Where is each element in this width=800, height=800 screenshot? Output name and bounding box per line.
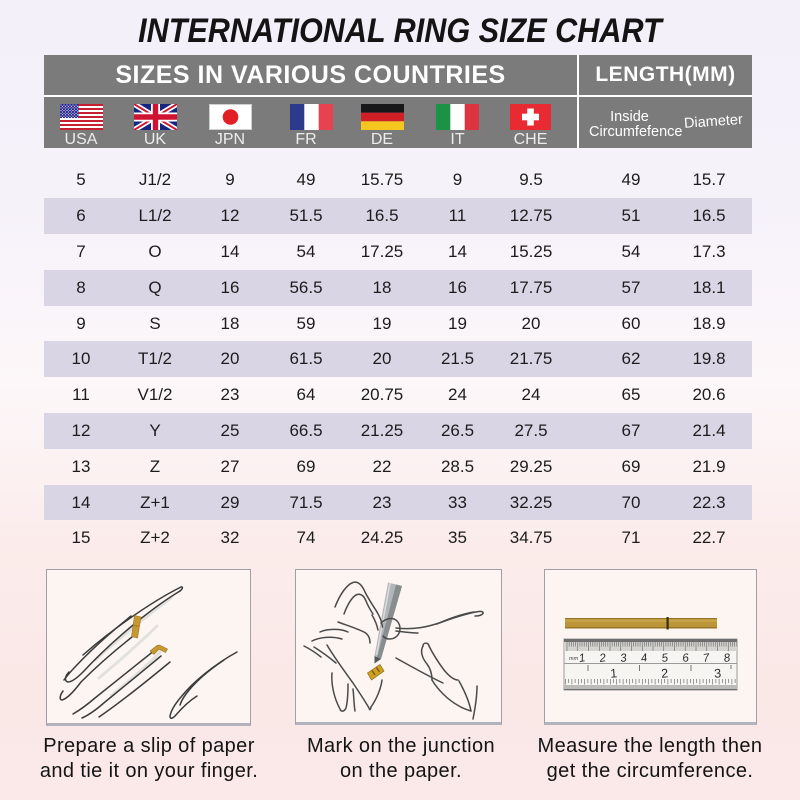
svg-text:3: 3 [714,666,722,680]
svg-text:4: 4 [640,652,648,665]
svg-text:1: 1 [610,666,618,680]
svg-text:mm: mm [569,656,579,662]
svg-text:7: 7 [702,652,711,665]
svg-text:1: 1 [578,652,586,665]
svg-text:5: 5 [661,652,670,665]
svg-text:6: 6 [682,652,691,665]
svg-text:2: 2 [661,666,669,680]
svg-text:8: 8 [723,652,732,665]
svg-text:2: 2 [598,652,608,665]
svg-text:3: 3 [619,652,628,665]
